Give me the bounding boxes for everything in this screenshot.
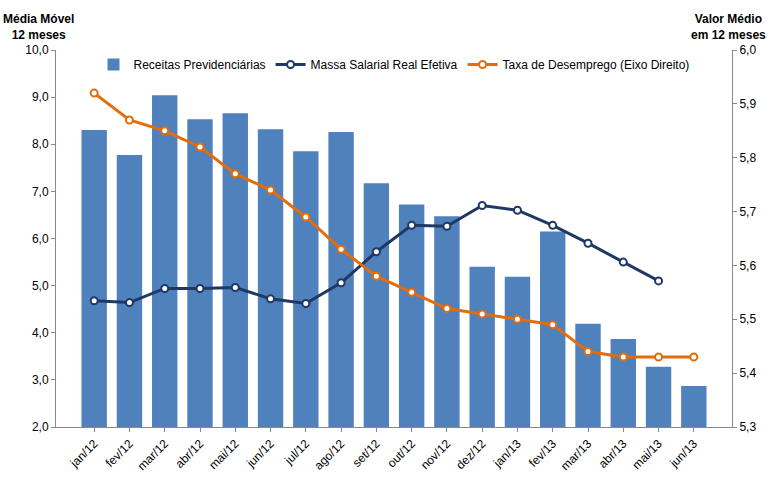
svg-text:abr/12: abr/12 [172, 437, 206, 471]
svg-text:mai/12: mai/12 [206, 437, 242, 473]
svg-text:10,0: 10,0 [25, 43, 49, 57]
svg-text:jul/12: jul/12 [281, 437, 312, 468]
svg-text:dez/12: dez/12 [453, 437, 489, 473]
svg-text:abr/13: abr/13 [596, 437, 630, 471]
svg-text:Massa Salarial Real Efetiva: Massa Salarial Real Efetiva [311, 58, 458, 72]
svg-text:5,9: 5,9 [739, 97, 756, 111]
svg-text:7,0: 7,0 [32, 185, 49, 199]
svg-text:jun/13: jun/13 [666, 437, 700, 471]
svg-text:5,7: 5,7 [739, 205, 756, 219]
svg-text:fev/13: fev/13 [526, 437, 559, 470]
svg-text:5,8: 5,8 [739, 151, 756, 165]
svg-text:2,0: 2,0 [32, 420, 49, 434]
svg-text:mai/13: mai/13 [630, 437, 666, 473]
svg-text:mar/12: mar/12 [135, 437, 172, 474]
svg-text:8,0: 8,0 [32, 137, 49, 151]
svg-text:mar/13: mar/13 [558, 437, 595, 474]
svg-text:5,4: 5,4 [739, 366, 756, 380]
svg-text:6,0: 6,0 [32, 232, 49, 246]
svg-text:Taxa de Desemprego (Eixo Direi: Taxa de Desemprego (Eixo Direito) [503, 58, 690, 72]
svg-text:5,5: 5,5 [739, 312, 756, 326]
svg-text:5,3: 5,3 [739, 420, 756, 434]
svg-text:jan/12: jan/12 [67, 437, 101, 471]
svg-text:6,0: 6,0 [739, 43, 756, 57]
svg-text:4,0: 4,0 [32, 326, 49, 340]
svg-text:5,0: 5,0 [32, 279, 49, 293]
svg-text:Média Móvel12 meses: Média Móvel12 meses [3, 12, 74, 42]
svg-text:out/12: out/12 [385, 437, 419, 471]
svg-text:Valor Médioem 12 meses: Valor Médioem 12 meses [691, 12, 766, 42]
svg-text:9,0: 9,0 [32, 90, 49, 104]
svg-text:nov/12: nov/12 [418, 437, 454, 473]
svg-text:set/12: set/12 [350, 437, 383, 470]
svg-text:3,0: 3,0 [32, 373, 49, 387]
svg-text:5,6: 5,6 [739, 259, 756, 273]
svg-text:jun/12: jun/12 [243, 437, 277, 471]
svg-text:ago/12: ago/12 [312, 437, 348, 473]
svg-text:jan/13: jan/13 [490, 437, 524, 471]
svg-text:Receitas Previdenciárias: Receitas Previdenciárias [134, 58, 266, 72]
svg-text:fev/12: fev/12 [103, 437, 136, 470]
